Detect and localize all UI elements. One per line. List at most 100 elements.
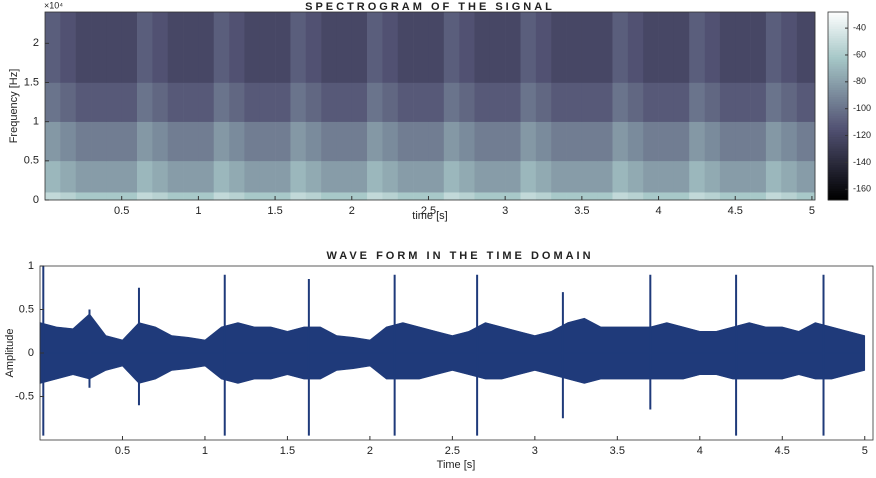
y-tick-label: 0 <box>33 194 39 206</box>
heatmap-cell <box>658 12 675 83</box>
heatmap-cell <box>704 121 721 162</box>
heatmap-cell <box>643 82 659 122</box>
x-tick-label: 2.5 <box>421 205 436 217</box>
heatmap-cell <box>505 192 521 201</box>
heatmap-cell <box>137 82 153 122</box>
heatmap-cell <box>796 82 813 122</box>
heatmap-cell <box>612 160 629 193</box>
heatmap-cell <box>336 82 353 122</box>
heatmap-cell <box>489 192 506 201</box>
heatmap-cell <box>137 192 153 201</box>
heatmap-cell <box>643 192 659 201</box>
heatmap-cell <box>305 192 322 201</box>
heatmap-cell <box>397 121 414 162</box>
heatmap-cell <box>213 82 230 122</box>
colorbar-strip <box>828 73 848 76</box>
heatmap-cell <box>443 82 460 122</box>
heatmap-cell <box>551 82 567 122</box>
heatmap-cell <box>259 160 276 193</box>
heatmap-cell <box>167 121 184 162</box>
heatmap-cell <box>520 192 537 201</box>
heatmap-cell <box>275 121 291 162</box>
heatmap-cell <box>305 82 322 122</box>
x-tick-label: 1 <box>195 205 201 217</box>
colorbar-tick-label: -80 <box>853 76 866 86</box>
heatmap-cell <box>566 82 583 122</box>
heatmap-cell <box>367 192 383 201</box>
heatmap-cell <box>750 160 767 193</box>
heatmap-cell <box>505 12 521 83</box>
heatmap-cell <box>198 12 215 83</box>
heatmap-cell <box>735 121 751 162</box>
colorbar-strip <box>828 108 848 112</box>
x-tick-label: 3 <box>502 205 508 217</box>
colorbar-strip <box>828 96 848 100</box>
colorbar-strip <box>828 138 848 142</box>
colorbar-strip <box>828 70 848 74</box>
colorbar-strip <box>828 143 848 147</box>
colorbar-strip <box>828 124 848 128</box>
heatmap-cell <box>459 12 475 83</box>
heatmap-cell <box>658 121 675 162</box>
colorbar-strip <box>828 197 848 201</box>
heatmap-cell <box>413 82 429 122</box>
heatmap-cell <box>229 160 245 193</box>
heatmap-cell <box>566 192 583 201</box>
heatmap-cell <box>45 192 61 201</box>
heatmap-cell <box>627 12 644 83</box>
colorbar-strip <box>828 63 848 67</box>
heatmap-cell <box>382 192 399 201</box>
heatmap-cell <box>244 192 261 201</box>
heatmap-cell <box>443 12 460 83</box>
heatmap-cell <box>673 192 690 201</box>
heatmap-cell <box>290 160 307 193</box>
plot-frame <box>44 11 816 201</box>
colorbar-strip <box>828 178 848 182</box>
heatmap-cell <box>106 82 122 122</box>
heatmap-cell <box>581 160 598 193</box>
heatmap-cell <box>183 82 199 122</box>
colorbar-strip <box>828 150 848 154</box>
heatmap-cell <box>305 12 322 83</box>
x-tick-label: 5 <box>809 205 815 217</box>
colorbar-strip <box>828 167 848 170</box>
heatmap-cell <box>367 121 383 162</box>
heatmap-cell <box>167 160 184 193</box>
heatmap-cell <box>428 160 445 193</box>
heatmap-cell <box>581 82 598 122</box>
heatmap-cell <box>259 121 276 162</box>
colorbar-strip <box>828 127 848 130</box>
heatmap-cell <box>229 121 245 162</box>
heatmap-cell <box>643 121 659 162</box>
heatmap-cell <box>137 160 153 193</box>
colorbar-strip <box>828 188 848 192</box>
heatmap-cell <box>183 192 199 201</box>
heatmap-cell <box>213 192 230 201</box>
heatmap-cell <box>152 12 169 83</box>
colorbar-strip <box>828 42 848 46</box>
heatmap-cell <box>321 160 337 193</box>
heatmap-cell <box>551 160 567 193</box>
heatmap-cell <box>275 12 291 83</box>
heatmap-cell <box>397 192 414 201</box>
colorbar-tick-label: -140 <box>853 157 871 167</box>
x-tick-label: 3.5 <box>610 445 625 457</box>
heatmap-cell <box>719 82 736 122</box>
heatmap-cell <box>643 12 659 83</box>
colorbar-strip <box>828 101 848 105</box>
colorbar-strip <box>828 162 848 166</box>
heatmap-cell <box>244 12 261 83</box>
heatmap-cell <box>811 121 816 162</box>
heatmap-cell <box>505 121 521 162</box>
x-tick-label: 4.5 <box>728 205 743 217</box>
colorbar-strip <box>828 120 848 123</box>
heatmap-cell <box>765 192 782 201</box>
heatmap-cell <box>520 121 537 162</box>
y-exponent-label: ×10⁴ <box>44 0 63 10</box>
heatmap-cell <box>60 192 76 201</box>
y-axis-label: Amplitude <box>4 329 16 378</box>
heatmap-cell <box>811 12 816 83</box>
heatmap-cell <box>137 121 153 162</box>
waveform-envelope <box>39 313 866 354</box>
